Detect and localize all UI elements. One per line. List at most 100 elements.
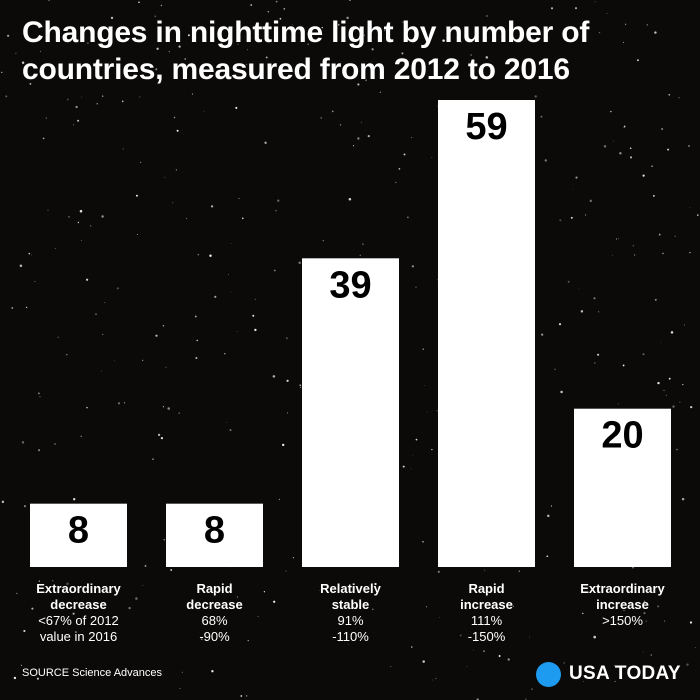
star — [483, 569, 486, 571]
star — [422, 348, 424, 350]
star — [102, 333, 104, 335]
star — [402, 21, 404, 24]
star — [178, 412, 181, 414]
star — [237, 43, 239, 45]
brand-logo: USA TODAY — [536, 660, 681, 688]
star — [384, 29, 386, 32]
star — [23, 505, 26, 508]
star — [529, 636, 530, 638]
star — [278, 498, 281, 501]
star — [657, 381, 660, 385]
star — [348, 197, 352, 201]
category-name: Extraordinary increase — [580, 581, 665, 612]
star — [426, 411, 428, 413]
star — [156, 47, 159, 50]
star — [31, 607, 34, 610]
star — [603, 145, 607, 148]
star — [15, 52, 17, 54]
star — [23, 629, 26, 633]
star — [371, 48, 374, 51]
star — [676, 448, 678, 451]
star — [512, 605, 514, 607]
star — [436, 410, 438, 412]
star — [447, 44, 449, 46]
star — [229, 429, 232, 432]
star — [96, 102, 99, 105]
star — [210, 205, 214, 208]
star — [410, 646, 413, 648]
star — [245, 695, 248, 697]
star — [672, 405, 675, 408]
star — [79, 209, 83, 213]
star — [357, 83, 360, 86]
star — [650, 654, 652, 656]
star — [211, 670, 214, 673]
star — [613, 140, 614, 142]
star — [461, 41, 462, 43]
star — [136, 234, 138, 236]
star — [273, 600, 276, 603]
star — [238, 197, 240, 200]
star — [594, 1, 596, 3]
star — [57, 336, 59, 338]
star — [250, 4, 253, 6]
category-label: Rapid decrease 68% -90% — [150, 581, 280, 645]
star — [617, 238, 619, 240]
star — [81, 34, 83, 36]
star — [228, 274, 230, 275]
star — [636, 59, 639, 62]
star — [426, 606, 428, 608]
star — [348, 0, 351, 2]
star — [507, 658, 510, 661]
star — [422, 541, 424, 543]
star — [521, 31, 524, 34]
star — [138, 1, 140, 4]
star — [459, 634, 462, 637]
star — [374, 582, 377, 586]
star — [101, 370, 103, 372]
star — [654, 31, 657, 34]
star — [437, 570, 440, 573]
star — [168, 50, 170, 53]
star — [402, 465, 405, 468]
category-name: Rapid decrease — [186, 581, 243, 612]
star — [86, 278, 89, 281]
star — [257, 616, 259, 617]
star — [236, 331, 238, 332]
star — [390, 665, 392, 668]
star — [172, 202, 174, 204]
star — [415, 286, 417, 288]
star — [688, 145, 690, 147]
star — [531, 688, 533, 690]
bar — [166, 503, 263, 567]
star — [632, 567, 634, 569]
star — [623, 610, 625, 611]
star — [407, 216, 409, 219]
star — [89, 225, 92, 227]
star — [598, 31, 601, 34]
star — [486, 15, 488, 17]
star — [209, 254, 212, 258]
star — [181, 671, 183, 673]
star — [593, 297, 596, 300]
star — [274, 209, 277, 212]
star — [211, 34, 214, 37]
star — [87, 42, 89, 44]
star — [616, 238, 617, 240]
star — [19, 264, 23, 267]
category-range: 111% -150% — [467, 613, 506, 644]
star — [651, 165, 653, 167]
category-name: Extraordinary decrease — [36, 581, 121, 612]
star — [632, 244, 635, 247]
star — [264, 141, 267, 144]
star — [395, 181, 397, 184]
star — [176, 129, 179, 132]
star — [597, 353, 600, 356]
star — [346, 16, 349, 20]
star — [121, 100, 124, 103]
star — [73, 124, 75, 126]
star — [197, 254, 199, 256]
star — [319, 590, 320, 592]
star — [339, 124, 342, 126]
star — [663, 389, 665, 391]
